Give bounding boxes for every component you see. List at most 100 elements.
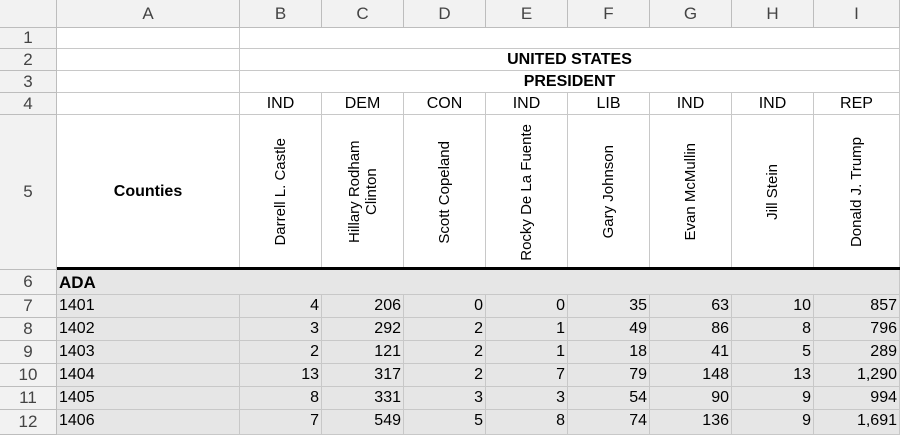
vote-count-cell[interactable]: 148 — [650, 364, 732, 387]
vote-count-cell[interactable]: 7 — [486, 364, 568, 387]
vote-count-cell[interactable]: 8 — [486, 410, 568, 435]
vote-count-cell[interactable]: 7 — [240, 410, 322, 435]
vote-count-cell[interactable]: 18 — [568, 341, 650, 364]
cell-a2[interactable] — [57, 49, 240, 71]
row-header-7[interactable]: 7 — [0, 295, 57, 318]
candidate-header-cell[interactable]: Jill Stein — [732, 115, 814, 270]
row-header-12[interactable]: 12 — [0, 410, 57, 435]
vote-count-cell[interactable]: 2 — [404, 318, 486, 341]
precinct-cell[interactable]: 1406 — [57, 410, 240, 435]
party-cell[interactable]: IND — [650, 93, 732, 115]
vote-count-cell[interactable]: 5 — [732, 341, 814, 364]
precinct-cell[interactable]: 1401 — [57, 295, 240, 318]
vote-count-cell[interactable]: 0 — [404, 295, 486, 318]
vote-count-cell[interactable]: 2 — [404, 364, 486, 387]
vote-count-cell[interactable]: 13 — [240, 364, 322, 387]
cell-b1[interactable] — [240, 28, 900, 49]
column-header-f[interactable]: F — [568, 0, 650, 28]
vote-count-cell[interactable]: 35 — [568, 295, 650, 318]
vote-count-cell[interactable]: 1,290 — [814, 364, 900, 387]
row-header-6[interactable]: 6 — [0, 270, 57, 295]
vote-count-cell[interactable]: 8 — [240, 387, 322, 410]
party-cell[interactable]: LIB — [568, 93, 650, 115]
row-header-2[interactable]: 2 — [0, 49, 57, 71]
vote-count-cell[interactable]: 331 — [322, 387, 404, 410]
vote-count-cell[interactable]: 1 — [486, 341, 568, 364]
candidate-header-cell[interactable]: Evan McMullin — [650, 115, 732, 270]
precinct-cell[interactable]: 1403 — [57, 341, 240, 364]
party-cell[interactable]: IND — [486, 93, 568, 115]
row-header-8[interactable]: 8 — [0, 318, 57, 341]
cell-a3[interactable] — [57, 71, 240, 93]
vote-count-cell[interactable]: 79 — [568, 364, 650, 387]
vote-count-cell[interactable]: 292 — [322, 318, 404, 341]
column-header-g[interactable]: G — [650, 0, 732, 28]
vote-count-cell[interactable]: 3 — [486, 387, 568, 410]
vote-count-cell[interactable]: 2 — [404, 341, 486, 364]
party-cell[interactable]: CON — [404, 93, 486, 115]
row-header-3[interactable]: 3 — [0, 71, 57, 93]
vote-count-cell[interactable]: 1,691 — [814, 410, 900, 435]
vote-count-cell[interactable]: 74 — [568, 410, 650, 435]
candidate-header-cell[interactable]: Darrell L. Castle — [240, 115, 322, 270]
vote-count-cell[interactable]: 317 — [322, 364, 404, 387]
vote-count-cell[interactable]: 857 — [814, 295, 900, 318]
vote-count-cell[interactable]: 0 — [486, 295, 568, 318]
column-header-c[interactable]: C — [322, 0, 404, 28]
vote-count-cell[interactable]: 13 — [732, 364, 814, 387]
vote-count-cell[interactable]: 136 — [650, 410, 732, 435]
column-header-d[interactable]: D — [404, 0, 486, 28]
candidate-header-cell[interactable]: Scott Copeland — [404, 115, 486, 270]
candidate-header-cell[interactable]: Donald J. Trump — [814, 115, 900, 270]
counties-header[interactable]: Counties — [57, 115, 240, 270]
column-header-b[interactable]: B — [240, 0, 322, 28]
row-header-4[interactable]: 4 — [0, 93, 57, 115]
report-title[interactable]: UNITED STATES — [240, 49, 900, 71]
vote-count-cell[interactable]: 41 — [650, 341, 732, 364]
vote-count-cell[interactable]: 10 — [732, 295, 814, 318]
column-header-e[interactable]: E — [486, 0, 568, 28]
row-header-10[interactable]: 10 — [0, 364, 57, 387]
vote-count-cell[interactable]: 8 — [732, 318, 814, 341]
column-header-i[interactable]: I — [814, 0, 900, 28]
party-cell[interactable]: IND — [732, 93, 814, 115]
precinct-cell[interactable]: 1405 — [57, 387, 240, 410]
vote-count-cell[interactable]: 54 — [568, 387, 650, 410]
cell-a4[interactable] — [57, 93, 240, 115]
row-header-1[interactable]: 1 — [0, 28, 57, 49]
vote-count-cell[interactable]: 5 — [404, 410, 486, 435]
precinct-cell[interactable]: 1402 — [57, 318, 240, 341]
vote-count-cell[interactable]: 3 — [240, 318, 322, 341]
report-subtitle[interactable]: PRESIDENT — [240, 71, 900, 93]
select-all-corner[interactable] — [0, 0, 57, 28]
candidate-header-cell[interactable]: Rocky De La Fuente — [486, 115, 568, 270]
column-header-a[interactable]: A — [57, 0, 240, 28]
county-group-label[interactable]: ADA — [57, 270, 900, 295]
vote-count-cell[interactable]: 289 — [814, 341, 900, 364]
candidate-header-cell[interactable]: Hillary Rodham Clinton — [322, 115, 404, 270]
vote-count-cell[interactable]: 4 — [240, 295, 322, 318]
row-header-5[interactable]: 5 — [0, 115, 57, 270]
party-cell[interactable]: DEM — [322, 93, 404, 115]
vote-count-cell[interactable]: 796 — [814, 318, 900, 341]
cell-a1[interactable] — [57, 28, 240, 49]
vote-count-cell[interactable]: 549 — [322, 410, 404, 435]
vote-count-cell[interactable]: 994 — [814, 387, 900, 410]
vote-count-cell[interactable]: 86 — [650, 318, 732, 341]
vote-count-cell[interactable]: 90 — [650, 387, 732, 410]
vote-count-cell[interactable]: 3 — [404, 387, 486, 410]
vote-count-cell[interactable]: 63 — [650, 295, 732, 318]
vote-count-cell[interactable]: 49 — [568, 318, 650, 341]
vote-count-cell[interactable]: 9 — [732, 410, 814, 435]
column-header-h[interactable]: H — [732, 0, 814, 28]
vote-count-cell[interactable]: 1 — [486, 318, 568, 341]
party-cell[interactable]: REP — [814, 93, 900, 115]
precinct-cell[interactable]: 1404 — [57, 364, 240, 387]
vote-count-cell[interactable]: 2 — [240, 341, 322, 364]
vote-count-cell[interactable]: 206 — [322, 295, 404, 318]
party-cell[interactable]: IND — [240, 93, 322, 115]
vote-count-cell[interactable]: 9 — [732, 387, 814, 410]
row-header-11[interactable]: 11 — [0, 387, 57, 410]
candidate-header-cell[interactable]: Gary Johnson — [568, 115, 650, 270]
